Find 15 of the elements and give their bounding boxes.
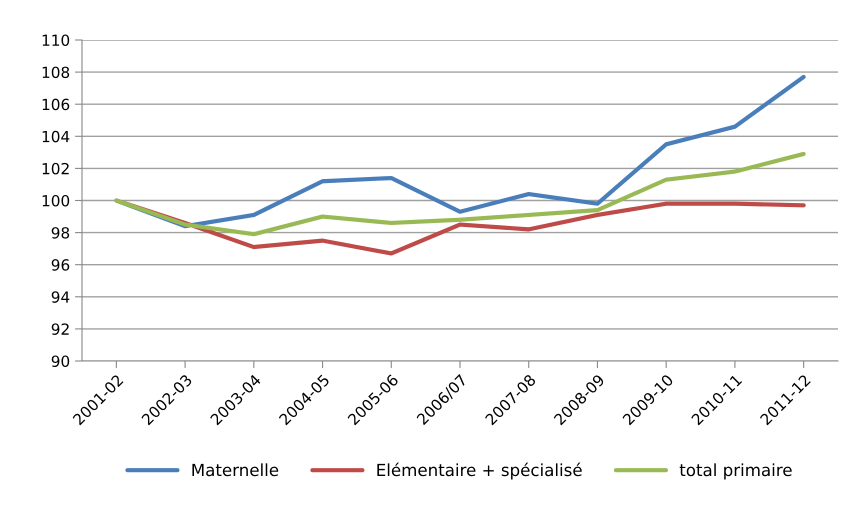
legend-label: total primaire — [680, 463, 792, 480]
line-series — [114, 152, 806, 236]
legend-label: Elémentaire + spécialisé — [377, 462, 582, 480]
y-tick-label: 110 — [42, 34, 70, 46]
legend-label: Maternelle — [192, 463, 278, 476]
y-tick-label: 100 — [42, 194, 70, 207]
y-tick-label: 94 — [52, 291, 70, 303]
y-tick-label: 104 — [42, 130, 70, 142]
y-tick-label: 96 — [52, 259, 70, 271]
y-tick-label: 92 — [52, 323, 69, 335]
y-tick-label: 106 — [42, 98, 70, 110]
y-tick-label: 108 — [42, 66, 70, 78]
y-tick-label: 102 — [42, 162, 69, 174]
y-tick-label: 98 — [52, 227, 70, 239]
y-tick-label: 90 — [52, 355, 70, 368]
